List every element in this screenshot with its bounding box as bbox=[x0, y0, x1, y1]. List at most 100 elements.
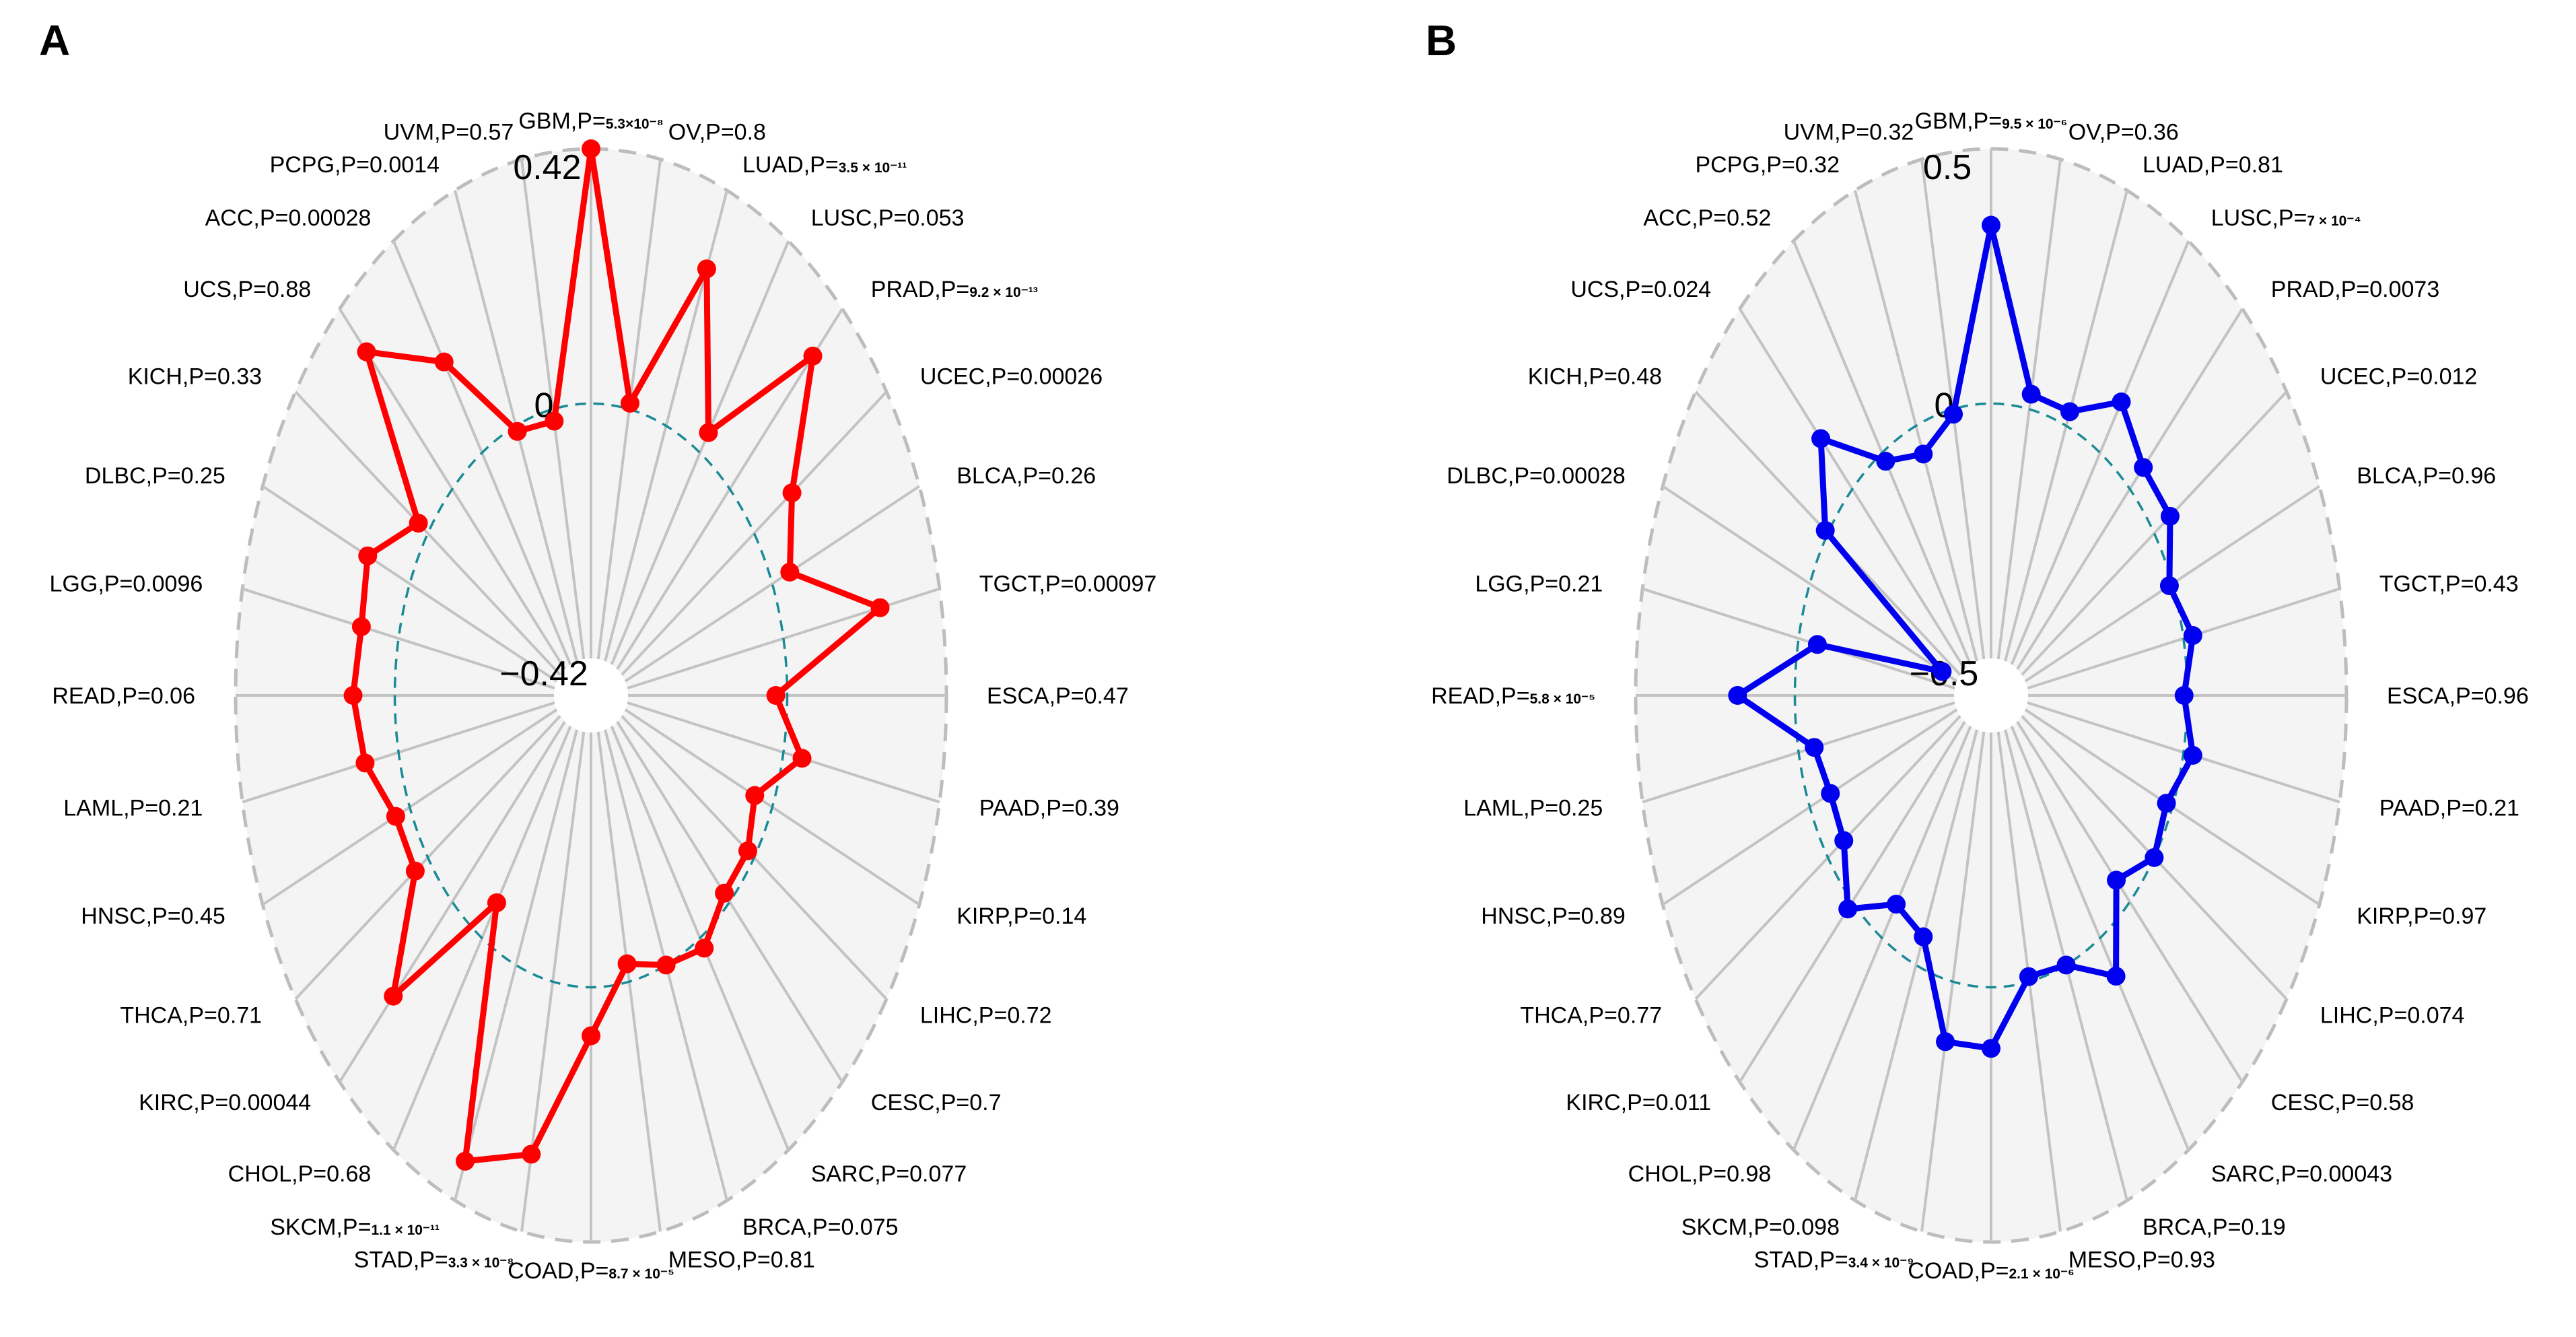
radar-point bbox=[434, 352, 454, 372]
category-pvalue: 0.00043 bbox=[2309, 1161, 2392, 1187]
category-name: PCPG,P= bbox=[1695, 152, 1795, 178]
category-name: PRAD,P= bbox=[2271, 277, 2369, 302]
category-pvalue: 0.19 bbox=[2241, 1214, 2285, 1240]
category-label-paad: PAAD,P=0.39 bbox=[979, 796, 1119, 821]
category-label-gbm: GBM,P=5.3×10⁻⁸ bbox=[518, 108, 663, 134]
radar-point bbox=[2021, 384, 2041, 404]
category-name: CESC,P= bbox=[871, 1090, 969, 1116]
radar-point bbox=[2159, 576, 2179, 596]
category-label-ucs: UCS,P=0.88 bbox=[183, 277, 311, 302]
category-name: UCS,P= bbox=[183, 277, 267, 302]
radar-point bbox=[617, 954, 637, 973]
category-label-hnsc: HNSC,P=0.45 bbox=[81, 903, 225, 929]
radar-spoke bbox=[1854, 729, 1978, 1201]
category-pvalue: 0.36 bbox=[2134, 119, 2179, 145]
category-pvalue: 3.3 × 10⁻⁸ bbox=[448, 1256, 514, 1271]
category-pvalue: 3.4 × 10⁻⁹ bbox=[1848, 1256, 1914, 1271]
radar-spoke bbox=[1642, 587, 1955, 690]
category-name: SKCM,P= bbox=[270, 1214, 371, 1240]
category-label-coad: COAD,P=2.1 × 10⁻⁶ bbox=[1908, 1258, 2074, 1284]
category-pvalue: 0.88 bbox=[267, 277, 311, 302]
radar-point bbox=[384, 986, 403, 1006]
radar-point bbox=[745, 786, 765, 805]
category-pvalue: 0.97 bbox=[2442, 903, 2486, 929]
category-label-coad: COAD,P=8.7 × 10⁻⁵ bbox=[508, 1258, 674, 1284]
radar-spoke bbox=[2021, 390, 2288, 676]
category-name: HNSC,P= bbox=[1481, 903, 1580, 929]
category-name: LGG,P= bbox=[1475, 571, 1558, 596]
category-name: TGCT,P= bbox=[979, 571, 1074, 596]
radar-point bbox=[2107, 870, 2126, 890]
category-name: THCA,P= bbox=[1520, 1003, 1617, 1029]
category-label-kirp: KIRP,P=0.14 bbox=[956, 903, 1086, 929]
radar-spoke bbox=[338, 720, 566, 1083]
category-label-skcm: SKCM,P=0.098 bbox=[1681, 1214, 1840, 1240]
radar-point bbox=[1982, 215, 2000, 235]
category-name: LAML,P= bbox=[63, 796, 158, 821]
radar-point bbox=[2134, 458, 2153, 477]
category-label-kich: KICH,P=0.48 bbox=[1528, 364, 1662, 390]
category-pvalue: 0.011 bbox=[1656, 1090, 1712, 1116]
category-name: BLCA,P= bbox=[956, 463, 1051, 489]
radar-point bbox=[738, 841, 758, 860]
category-pvalue: 0.39 bbox=[1075, 796, 1119, 821]
category-pvalue: 0.7 bbox=[969, 1090, 1001, 1116]
category-label-pcpg: PCPG,P=0.0014 bbox=[270, 152, 440, 178]
ring-label-min: −0.42 bbox=[499, 654, 588, 693]
category-label-luad: LUAD,P=0.81 bbox=[2143, 152, 2283, 178]
category-label-acc: ACC,P=0.52 bbox=[1643, 205, 1771, 231]
radar-point bbox=[1821, 784, 1840, 803]
radar-spoke bbox=[624, 485, 920, 683]
category-pvalue: 7 × 10⁻⁴ bbox=[2307, 213, 2361, 229]
category-pvalue: 0.06 bbox=[151, 683, 195, 709]
category-label-cesc: CESC,P=0.58 bbox=[2271, 1090, 2414, 1116]
radar-point bbox=[358, 546, 378, 565]
category-name: CHOL,P= bbox=[1628, 1161, 1727, 1187]
category-pvalue: 0.012 bbox=[2420, 364, 2477, 390]
radar-point bbox=[766, 686, 786, 705]
radar-points bbox=[343, 139, 890, 1171]
radar-point bbox=[355, 753, 375, 773]
radar-point bbox=[695, 938, 714, 958]
category-label-dlbc: DLBC,P=0.00028 bbox=[1447, 463, 1626, 489]
category-pvalue: 9.2 × 10⁻¹³ bbox=[969, 285, 1038, 300]
category-label-stad: STAD,P=3.3 × 10⁻⁸ bbox=[354, 1247, 514, 1273]
radar-point bbox=[582, 139, 600, 158]
category-label-thca: THCA,P=0.77 bbox=[1520, 1003, 1662, 1029]
category-name: LIHC,P= bbox=[920, 1003, 1007, 1029]
category-pvalue: 0.077 bbox=[909, 1161, 967, 1187]
category-name: COAD,P= bbox=[508, 1258, 608, 1284]
category-name: TGCT,P= bbox=[2379, 571, 2474, 596]
category-pvalue: 0.33 bbox=[217, 364, 262, 390]
category-name: ACC,P= bbox=[205, 205, 289, 231]
category-name: UCEC,P= bbox=[920, 364, 1020, 390]
category-name: LUAD,P= bbox=[742, 152, 839, 178]
category-label-cesc: CESC,P=0.7 bbox=[871, 1090, 1002, 1116]
radar-point bbox=[545, 411, 564, 431]
category-pvalue: 0.96 bbox=[2451, 463, 2496, 489]
category-name: GBM,P= bbox=[518, 108, 605, 134]
category-name: LUSC,P= bbox=[2211, 205, 2307, 231]
category-name: UVM,P= bbox=[384, 119, 470, 145]
category-name: THCA,P= bbox=[120, 1003, 217, 1029]
category-name: KIRC,P= bbox=[139, 1090, 228, 1116]
radar-point bbox=[1944, 405, 1963, 424]
radar-point bbox=[803, 346, 823, 366]
category-name: KIRP,P= bbox=[956, 903, 1042, 929]
category-label-lihc: LIHC,P=0.72 bbox=[920, 1003, 1052, 1029]
category-label-meso: MESO,P=0.93 bbox=[2068, 1247, 2215, 1273]
radar-point bbox=[2056, 955, 2076, 975]
radar-point bbox=[1933, 662, 1952, 681]
panel-a-letter: A bbox=[39, 16, 70, 65]
category-name: LUAD,P= bbox=[2143, 152, 2239, 178]
category-label-laml: LAML,P=0.25 bbox=[1463, 796, 1603, 821]
radar-point bbox=[792, 749, 812, 768]
radar-center-hole bbox=[1954, 658, 2028, 732]
category-name: READ,P= bbox=[52, 683, 150, 709]
radar-point bbox=[620, 393, 639, 413]
category-name: SKCM,P= bbox=[1681, 1214, 1782, 1240]
radar-point bbox=[487, 893, 506, 912]
category-pvalue: 0.00026 bbox=[1020, 364, 1103, 390]
category-label-thca: THCA,P=0.71 bbox=[120, 1003, 262, 1029]
category-label-lihc: LIHC,P=0.074 bbox=[2320, 1003, 2465, 1029]
